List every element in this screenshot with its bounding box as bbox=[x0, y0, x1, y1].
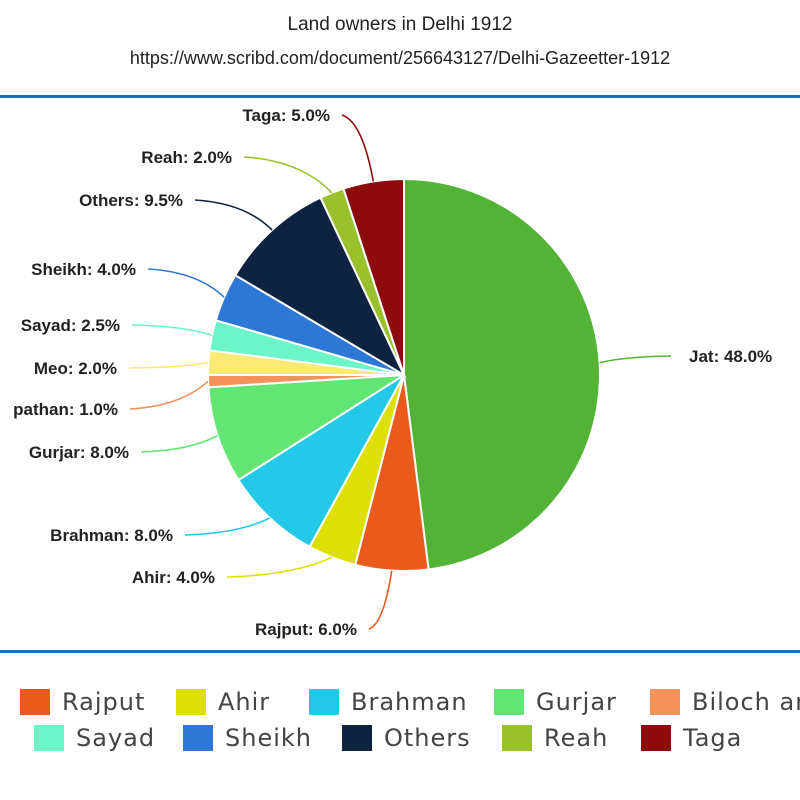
leader-line-meo bbox=[128, 361, 209, 369]
leader-line-brahman bbox=[184, 517, 271, 536]
pie-slice-taga[interactable] bbox=[342, 177, 405, 376]
legend-item-reah[interactable]: Reah bbox=[502, 724, 608, 752]
legend-label: Ahir bbox=[218, 688, 271, 716]
legend-item-sheikh[interactable]: Sheikh bbox=[183, 724, 312, 752]
leader-line-ahir bbox=[226, 556, 333, 578]
legend-swatch bbox=[176, 689, 206, 715]
data-label-sheikh: Sheikh: 4.0% bbox=[31, 260, 136, 279]
leader-line-rajput bbox=[368, 570, 393, 630]
legend-item-rajput[interactable]: Rajput bbox=[20, 688, 145, 716]
leader-line-others bbox=[194, 199, 273, 231]
legend-label: Rajput bbox=[62, 688, 146, 716]
leader-lines bbox=[128, 114, 672, 630]
leader-line-gurjar bbox=[140, 434, 218, 453]
pie-slice-jat[interactable] bbox=[403, 177, 601, 571]
data-label-reah: Reah: 2.0% bbox=[141, 148, 232, 167]
legend-swatch bbox=[20, 689, 50, 715]
data-label-brahman: Brahman: 8.0% bbox=[50, 526, 173, 545]
leader-line-sheikh bbox=[147, 268, 225, 298]
legend-swatch bbox=[183, 725, 213, 751]
legend-item-sayad[interactable]: Sayad bbox=[34, 724, 155, 752]
legend-swatch bbox=[494, 689, 524, 715]
bottom-divider bbox=[0, 650, 800, 653]
data-label-rajput: Rajput: 6.0% bbox=[255, 620, 357, 639]
slice-labels: Jat: 48.0% Rajput: 6.0% Ahir: 4.0% Brahman:… bbox=[13, 106, 772, 639]
legend-label: Taga bbox=[683, 724, 743, 752]
legend-label: Gurjar bbox=[536, 688, 617, 716]
legend-swatch bbox=[502, 725, 532, 751]
legend-label: Sayad bbox=[76, 724, 156, 752]
leader-line-sayad bbox=[131, 324, 213, 337]
leader-line-jat bbox=[599, 355, 672, 364]
legend-item-biloch-and-pathan[interactable]: Biloch and pathan bbox=[650, 688, 800, 716]
pie-slice-gurjar[interactable] bbox=[207, 374, 405, 482]
legend-swatch bbox=[342, 725, 372, 751]
data-label-gurjar: Gurjar: 8.0% bbox=[29, 443, 129, 462]
data-label-others: Others: 9.5% bbox=[79, 191, 183, 210]
legend-label: Sheikh bbox=[225, 724, 312, 752]
legend-swatch bbox=[650, 689, 680, 715]
legend-label: Biloch and pathan bbox=[692, 688, 800, 716]
data-label-sayad: Sayad: 2.5% bbox=[21, 316, 120, 335]
legend-item-taga[interactable]: Taga bbox=[641, 724, 742, 752]
legend: Rajput Ahir Brahman Gurjar Biloch and pathan… bbox=[0, 680, 800, 790]
legend-label: Others bbox=[384, 724, 471, 752]
pie-slices bbox=[206, 177, 601, 572]
legend-swatch bbox=[34, 725, 64, 751]
legend-item-ahir[interactable]: Ahir bbox=[176, 688, 270, 716]
chart-subtitle: https://www.scribd.com/document/25664312… bbox=[129, 48, 671, 68]
leader-line-taga bbox=[341, 114, 375, 182]
legend-label: Reah bbox=[544, 724, 609, 752]
legend-swatch bbox=[641, 725, 671, 751]
leader-line-reah bbox=[243, 156, 333, 194]
legend-label: Brahman bbox=[351, 688, 468, 716]
top-divider bbox=[0, 95, 800, 98]
legend-item-others[interactable]: Others bbox=[342, 724, 471, 752]
legend-item-brahman[interactable]: Brahman bbox=[309, 688, 468, 716]
pie-slice-others[interactable] bbox=[233, 196, 407, 378]
data-label-jat: Jat: 48.0% bbox=[689, 347, 772, 366]
pie-slice-brahman[interactable] bbox=[237, 374, 405, 549]
data-label-meo: Meo: 2.0% bbox=[34, 359, 117, 378]
legend-item-gurjar[interactable]: Gurjar bbox=[494, 688, 617, 716]
data-label-biloch-and-pathan: pathan: 1.0% bbox=[13, 400, 118, 419]
chart-title: Land owners in Delhi 1912 bbox=[287, 14, 513, 35]
data-label-taga: Taga: 5.0% bbox=[242, 106, 330, 125]
data-label-ahir: Ahir: 4.0% bbox=[132, 568, 215, 587]
leader-line-biloch-and-pathan bbox=[129, 380, 209, 410]
legend-swatch bbox=[309, 689, 339, 715]
